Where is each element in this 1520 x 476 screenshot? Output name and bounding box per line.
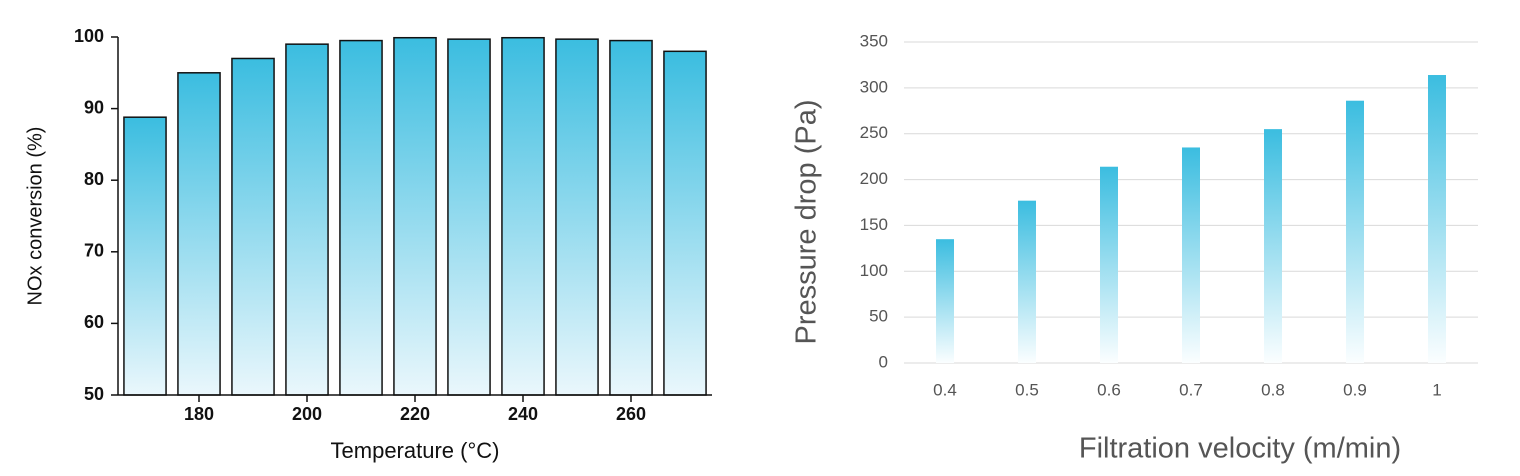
y-tick-label: 50 <box>84 384 104 404</box>
bar <box>123 116 167 396</box>
bar <box>1264 129 1282 363</box>
x-axis-title: Filtration velocity (m/min) <box>1079 433 1401 465</box>
bar <box>1428 75 1446 363</box>
x-tick-label: 0.4 <box>933 380 957 399</box>
bar <box>1100 166 1118 363</box>
x-tick-label: 0.5 <box>1015 380 1039 399</box>
y-tick-label: 200 <box>860 169 888 188</box>
x-tick-label: 200 <box>292 404 322 424</box>
bar <box>177 72 221 396</box>
y-tick-label: 350 <box>860 31 888 50</box>
y-tick-label: 80 <box>84 169 104 189</box>
x-tick-label: 0.6 <box>1097 380 1121 399</box>
y-tick-label: 0 <box>879 352 888 371</box>
bar <box>1346 100 1364 363</box>
x-tick-label: 240 <box>508 404 538 424</box>
y-tick-label: 50 <box>869 307 888 326</box>
bar <box>501 36 545 396</box>
bar <box>339 39 383 396</box>
x-tick-label: 1 <box>1432 380 1441 399</box>
x-tick-label: 260 <box>616 404 646 424</box>
y-tick-label: 250 <box>860 123 888 142</box>
x-axis-title: Temperature (°C) <box>331 438 500 463</box>
bar <box>663 50 707 396</box>
y-tick-label: 300 <box>860 77 888 96</box>
bar <box>555 38 599 396</box>
bar <box>231 57 275 396</box>
bar <box>1182 147 1200 363</box>
x-tick-label: 220 <box>400 404 430 424</box>
bar <box>447 38 491 396</box>
y-tick-label: 60 <box>84 312 104 332</box>
y-tick-label: 100 <box>74 26 104 46</box>
y-tick-label: 150 <box>860 215 888 234</box>
x-tick-label: 0.9 <box>1343 380 1367 399</box>
bar <box>1018 200 1036 363</box>
x-tick-label: 180 <box>184 404 214 424</box>
y-axis-title: Pressure drop (Pa) <box>791 100 823 345</box>
y-axis-title: NOx conversion (%) <box>24 127 46 306</box>
bar <box>285 43 329 396</box>
bar <box>609 39 653 396</box>
x-tick-label: 0.7 <box>1179 380 1203 399</box>
y-tick-label: 70 <box>84 241 104 261</box>
bar <box>393 36 437 396</box>
y-tick-label: 90 <box>84 97 104 117</box>
x-tick-label: 0.8 <box>1261 380 1285 399</box>
bar <box>936 239 954 363</box>
y-tick-label: 100 <box>860 261 888 280</box>
